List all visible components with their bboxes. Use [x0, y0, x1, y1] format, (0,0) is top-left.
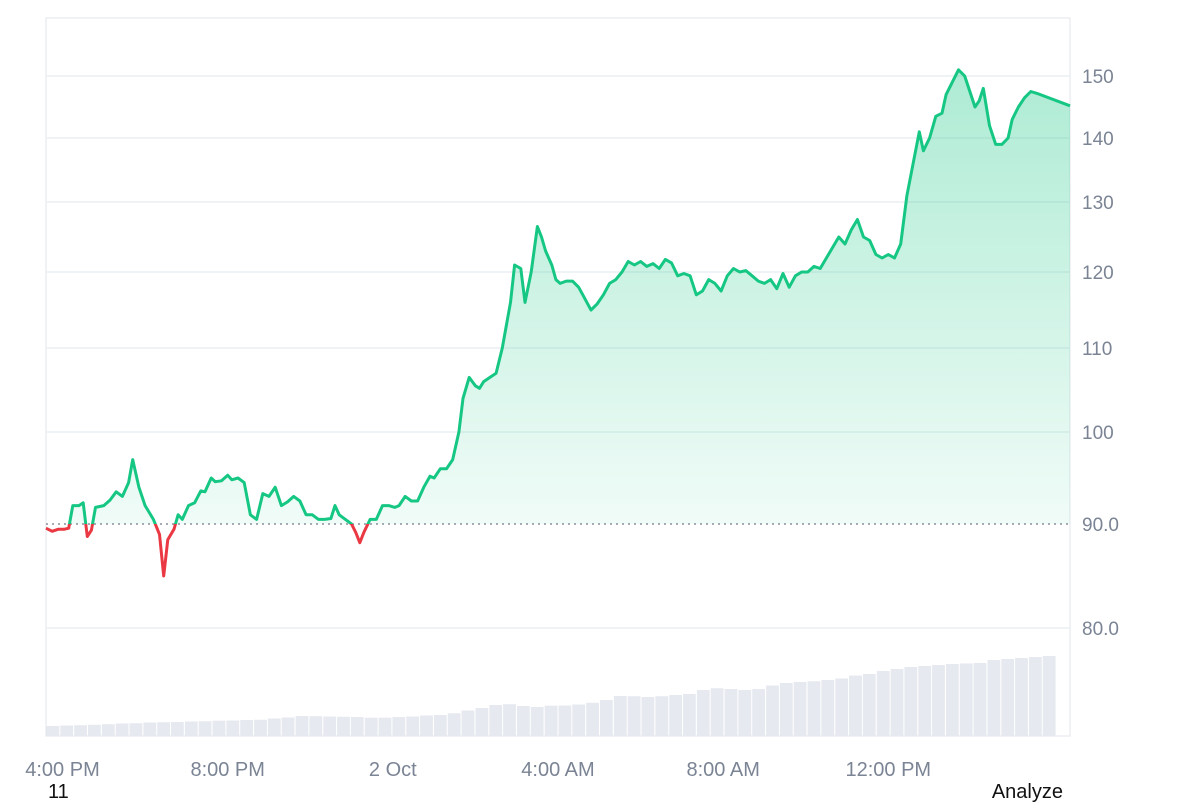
volume-bar — [254, 719, 267, 736]
volume-bar — [129, 723, 143, 736]
price-line-up — [67, 68, 1071, 524]
volume-bar — [489, 705, 503, 736]
volume-bar — [115, 723, 129, 736]
y-tick-label: 100 — [1082, 423, 1114, 444]
footer-left-text: 11 — [48, 781, 69, 803]
volume-bar — [572, 704, 586, 736]
volume-bar — [752, 689, 765, 736]
volume-bar — [669, 695, 682, 736]
volume-bar — [1029, 657, 1042, 736]
volume-bar — [890, 669, 904, 736]
volume-bar — [779, 683, 793, 736]
volume-bar — [157, 722, 170, 736]
y-tick-label: 90.0 — [1082, 515, 1119, 536]
volume-bar — [946, 664, 959, 736]
volume-bar — [434, 715, 447, 736]
volume-bar — [74, 725, 87, 736]
price-lines — [45, 68, 1071, 578]
volume-bar — [517, 706, 530, 736]
volume-bar — [1042, 656, 1056, 736]
volume-bar — [849, 675, 862, 736]
volume-bar — [586, 702, 599, 736]
y-axis: 150 140 130 120 110 100 90.0 80.0 — [1082, 67, 1119, 640]
volume-bar — [281, 717, 295, 736]
y-tick-label: 110 — [1082, 339, 1112, 360]
y-tick-label: 80.0 — [1082, 619, 1119, 640]
volume-bar — [696, 690, 710, 736]
y-tick-label: 120 — [1082, 263, 1114, 284]
volume-bar — [973, 663, 987, 736]
volume-bar — [738, 690, 752, 736]
volume-bar — [627, 696, 641, 736]
volume-bar — [461, 710, 475, 736]
volume-bar — [876, 671, 890, 736]
volume-bar — [406, 716, 420, 736]
volume-bar — [862, 674, 876, 736]
volume-bar — [544, 705, 558, 736]
volume-bar — [530, 707, 544, 736]
volume-bar — [226, 720, 240, 736]
volume-bar — [240, 720, 253, 736]
x-tick-label: 12:00 PM — [845, 759, 931, 781]
x-axis: 4:00 PM 8:00 PM 2 Oct 4:00 AM 8:00 AM 12:00 P… — [25, 759, 931, 781]
volume-bar — [710, 688, 724, 736]
volume-bar — [959, 663, 973, 736]
volume-bar — [46, 726, 60, 736]
volume-bar — [918, 666, 932, 736]
volume-bar — [267, 718, 281, 736]
x-tick-label: 8:00 PM — [190, 759, 264, 781]
volume-bar — [821, 680, 835, 736]
volume-bar — [378, 717, 392, 736]
price-area — [46, 69, 1070, 525]
volume-bar — [101, 724, 115, 736]
volume-bar — [793, 682, 807, 736]
volume-bar — [309, 716, 323, 736]
volume-bar — [641, 697, 655, 736]
y-tick-label: 130 — [1082, 193, 1114, 214]
volume-bar — [420, 715, 433, 736]
volume-bar — [683, 694, 696, 736]
volume-bar — [904, 667, 918, 736]
volume-bar — [171, 722, 184, 736]
volume-bar — [932, 665, 945, 736]
x-tick-label: 8:00 AM — [687, 759, 760, 781]
volume-bar — [295, 716, 309, 736]
volume-bar — [503, 704, 516, 736]
volume-bar — [198, 721, 212, 736]
volume-bar — [143, 722, 157, 736]
volume-bar — [835, 678, 849, 736]
volume-bar — [655, 696, 669, 736]
volume-bar — [807, 681, 821, 736]
volume-bar — [60, 725, 74, 736]
volume-bar — [184, 721, 198, 736]
volume-bar — [212, 720, 226, 736]
volume-bar — [600, 700, 613, 736]
area-fill — [46, 69, 1070, 524]
y-tick-label: 150 — [1082, 67, 1114, 88]
volume-bar — [766, 685, 779, 736]
y-tick-label: 140 — [1082, 129, 1114, 150]
volume-bar — [88, 724, 101, 736]
x-tick-label: 2 Oct — [369, 759, 417, 781]
volume-bar — [337, 716, 350, 736]
volume-bar — [724, 689, 738, 736]
volume-bar — [392, 717, 406, 736]
x-tick-label: 4:00 PM — [25, 759, 99, 781]
volume-bar — [613, 696, 627, 736]
volume-bar — [475, 708, 489, 736]
volume-bar — [364, 717, 378, 736]
volume-bar — [1001, 659, 1015, 736]
volume-bar — [447, 713, 461, 736]
analyze-link[interactable]: Analyze — [991, 781, 1063, 803]
volume-bar — [350, 717, 364, 736]
volume-bar — [558, 705, 572, 736]
x-tick-label: 4:00 AM — [521, 759, 594, 781]
volume-bar — [1015, 658, 1028, 736]
volume-bars — [46, 656, 1056, 736]
volume-bar — [987, 660, 1001, 736]
volume-bar — [323, 716, 337, 736]
